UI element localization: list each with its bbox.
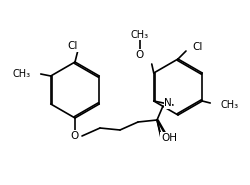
Text: O: O <box>135 50 143 60</box>
Text: Cl: Cl <box>192 42 202 52</box>
Text: OH: OH <box>160 133 176 143</box>
Text: CH₃: CH₃ <box>12 69 31 79</box>
Text: Cl: Cl <box>68 41 78 51</box>
Text: CH₃: CH₃ <box>130 30 148 40</box>
Text: CH₃: CH₃ <box>219 100 238 110</box>
Text: O: O <box>70 131 79 141</box>
Text: N: N <box>164 98 171 108</box>
